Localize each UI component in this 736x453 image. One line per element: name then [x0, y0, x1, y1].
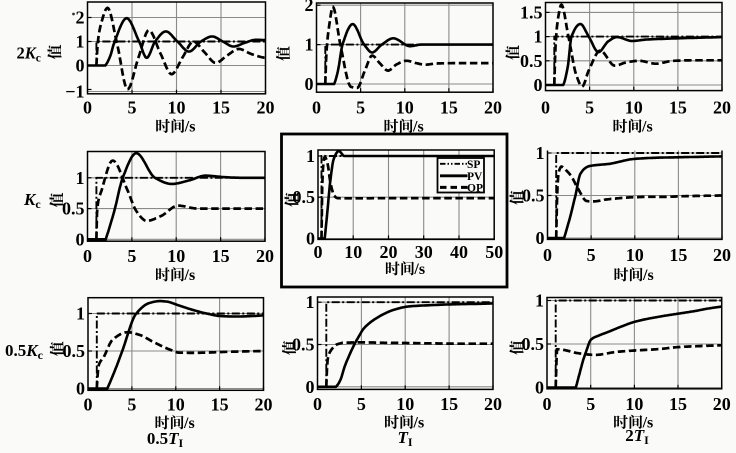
svg-text:/s: /s [184, 267, 196, 284]
svg-text:/s: /s [413, 415, 425, 432]
svg-text:2TI: 2TI [625, 426, 649, 447]
svg-text:0: 0 [306, 229, 315, 249]
svg-text:5: 5 [356, 98, 365, 118]
svg-text:5: 5 [127, 395, 136, 415]
svg-text:20: 20 [484, 394, 502, 414]
svg-text:0.5: 0.5 [522, 186, 545, 206]
svg-text:10: 10 [396, 394, 414, 414]
svg-text:15: 15 [669, 394, 687, 414]
svg-text:5: 5 [585, 98, 594, 118]
svg-text:2: 2 [305, 0, 314, 15]
svg-text:0.5Kc: 0.5Kc [5, 341, 44, 362]
svg-text:0: 0 [314, 242, 323, 262]
svg-text:20: 20 [257, 98, 275, 118]
svg-text:15: 15 [440, 98, 458, 118]
svg-text:0: 0 [543, 394, 552, 414]
svg-text:0.5: 0.5 [522, 334, 545, 354]
svg-text:30: 30 [415, 242, 433, 262]
svg-text:/s: /s [412, 119, 424, 136]
svg-text:/s: /s [184, 119, 196, 136]
svg-text:0: 0 [76, 56, 85, 76]
svg-text:15: 15 [211, 395, 229, 415]
svg-text:0: 0 [534, 75, 543, 95]
svg-text:/s: /s [642, 415, 654, 432]
svg-text:0: 0 [313, 394, 322, 414]
svg-text:15: 15 [440, 394, 458, 414]
svg-text:40: 40 [450, 242, 468, 262]
svg-text:SP: SP [467, 159, 480, 171]
svg-text:10: 10 [396, 98, 414, 118]
svg-text:0.5: 0.5 [520, 51, 543, 71]
svg-text:/s: /s [642, 267, 654, 284]
svg-text:20: 20 [380, 242, 398, 262]
svg-text:20: 20 [713, 394, 731, 414]
svg-text:2: 2 [76, 8, 85, 28]
svg-text:0: 0 [76, 229, 85, 249]
svg-text:1: 1 [535, 291, 544, 311]
svg-text:1.5: 1.5 [520, 2, 543, 22]
svg-text:1: 1 [76, 32, 85, 52]
svg-text:50: 50 [485, 242, 503, 262]
svg-text:10: 10 [625, 394, 643, 414]
svg-text:0: 0 [83, 246, 92, 266]
svg-text:20: 20 [484, 98, 502, 118]
svg-text:1: 1 [306, 146, 315, 166]
svg-text:1: 1 [534, 27, 543, 47]
svg-text:5: 5 [127, 246, 136, 266]
svg-text:15: 15 [212, 246, 230, 266]
svg-text:1: 1 [76, 304, 85, 324]
svg-text:0.5: 0.5 [63, 341, 86, 361]
svg-text:OP: OP [467, 182, 483, 194]
svg-text:20: 20 [713, 245, 731, 265]
svg-text:10: 10 [625, 98, 643, 118]
svg-text:TI: TI [397, 428, 412, 449]
svg-text:15: 15 [669, 98, 687, 118]
svg-text:15: 15 [212, 98, 230, 118]
svg-text:/s: /s [413, 261, 425, 278]
svg-text:PV: PV [467, 171, 483, 183]
svg-text:/s: /s [183, 415, 195, 432]
svg-text:−1: −1 [65, 82, 84, 102]
svg-text:0: 0 [535, 378, 544, 398]
svg-text:0.5: 0.5 [292, 335, 315, 355]
svg-text:1: 1 [536, 143, 545, 163]
svg-text:10: 10 [626, 245, 644, 265]
svg-text:2Kc: 2Kc [17, 44, 41, 65]
svg-text:0: 0 [305, 74, 314, 94]
svg-text:20: 20 [255, 395, 273, 415]
svg-text:0: 0 [536, 228, 545, 248]
svg-text:0.5: 0.5 [293, 187, 316, 207]
svg-text:5: 5 [357, 394, 366, 414]
svg-text:10: 10 [167, 246, 185, 266]
svg-text:10: 10 [168, 98, 186, 118]
svg-text:0: 0 [76, 379, 85, 399]
svg-text:0: 0 [541, 98, 550, 118]
svg-text:5: 5 [128, 98, 137, 118]
svg-text:0: 0 [312, 98, 321, 118]
svg-text:Kc: Kc [23, 190, 41, 211]
svg-text:0.5: 0.5 [62, 199, 85, 219]
svg-text:0: 0 [306, 377, 315, 397]
svg-text:20: 20 [713, 98, 731, 118]
svg-text:0: 0 [84, 395, 93, 415]
svg-text:20: 20 [256, 246, 274, 266]
svg-text:5: 5 [586, 394, 595, 414]
svg-text:10: 10 [167, 395, 185, 415]
svg-text:0: 0 [83, 98, 92, 118]
svg-text:1: 1 [76, 168, 85, 188]
svg-text:1: 1 [306, 292, 315, 312]
svg-text:0: 0 [543, 245, 552, 265]
svg-text:10: 10 [344, 242, 362, 262]
svg-text:1: 1 [305, 35, 314, 55]
svg-text:/s: /s [641, 119, 653, 136]
svg-text:15: 15 [669, 245, 687, 265]
svg-text:5: 5 [587, 245, 596, 265]
svg-text:0.5TI: 0.5TI [147, 429, 184, 450]
